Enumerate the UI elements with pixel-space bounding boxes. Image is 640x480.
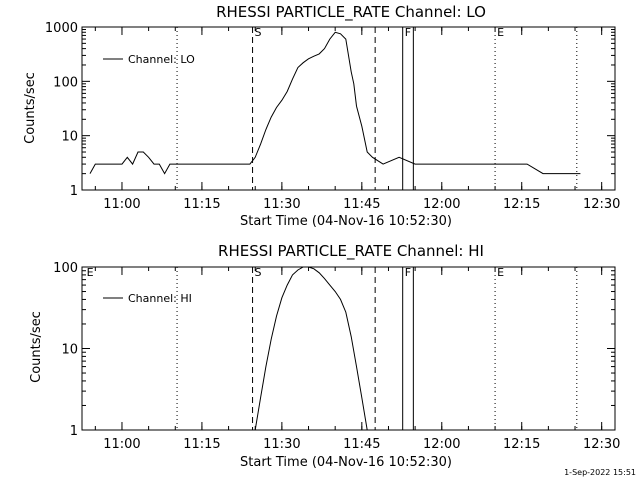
y-tick-label: 10 — [61, 343, 78, 358]
y-tick-label: 100 — [53, 261, 78, 276]
x-tick-label: 11:15 — [183, 197, 220, 212]
x-tick-label: 12:15 — [503, 197, 540, 212]
x-tick-label: 11:00 — [103, 197, 140, 212]
x-tick-label: 11:45 — [343, 197, 380, 212]
x-tick-label: 12:00 — [423, 197, 460, 212]
x-tick-label: 11:15 — [183, 437, 220, 452]
plot-frame — [81, 26, 616, 191]
legend-label: Channel: HI — [128, 292, 192, 305]
y-axis-label: Counts/sec — [23, 72, 38, 144]
x-tick-label: 12:30 — [583, 437, 620, 452]
panel-hi: RHESSI PARTICLE_RATE Channel: HI Counts/… — [29, 242, 620, 470]
event-marker-label: S — [255, 266, 262, 279]
footer-timestamp: 1-Sep-2022 15:51 — [564, 468, 636, 477]
x-tick-label: 12:15 — [503, 437, 540, 452]
y-tick-label: 10 — [61, 130, 78, 145]
y-tick-label: 1 — [70, 184, 78, 199]
x-axis-label: Start Time (04-Nov-16 10:52:30) — [240, 455, 452, 470]
y-tick-label: 100 — [53, 75, 78, 90]
y-axis-label: Counts/sec — [29, 311, 44, 383]
event-marker-label: F — [405, 26, 411, 39]
legend-label: Channel: LO — [128, 53, 195, 66]
x-tick-label: 11:30 — [263, 437, 300, 452]
event-marker-label: E — [497, 26, 504, 39]
x-tick-label: 12:00 — [423, 437, 460, 452]
series-line — [254, 267, 368, 430]
x-tick-label: 12:30 — [583, 197, 620, 212]
event-marker-label: F — [405, 266, 411, 279]
event-marker-label: S — [255, 26, 262, 39]
panel-lo: RHESSI PARTICLE_RATE Channel: LO Counts/… — [23, 3, 620, 229]
chart-title: RHESSI PARTICLE_RATE Channel: LO — [216, 3, 486, 22]
series-line — [89, 31, 581, 175]
y-tick-label: 1000 — [45, 21, 78, 36]
x-axis-label: Start Time (04-Nov-16 10:52:30) — [240, 214, 452, 229]
x-tick-label: 11:00 — [103, 437, 140, 452]
chart-title: RHESSI PARTICLE_RATE Channel: HI — [218, 242, 484, 261]
event-marker-label: E — [87, 266, 94, 279]
y-tick-label: 1 — [70, 424, 78, 439]
event-marker-label: E — [497, 266, 504, 279]
x-tick-label: 11:30 — [263, 197, 300, 212]
x-tick-label: 11:45 — [343, 437, 380, 452]
